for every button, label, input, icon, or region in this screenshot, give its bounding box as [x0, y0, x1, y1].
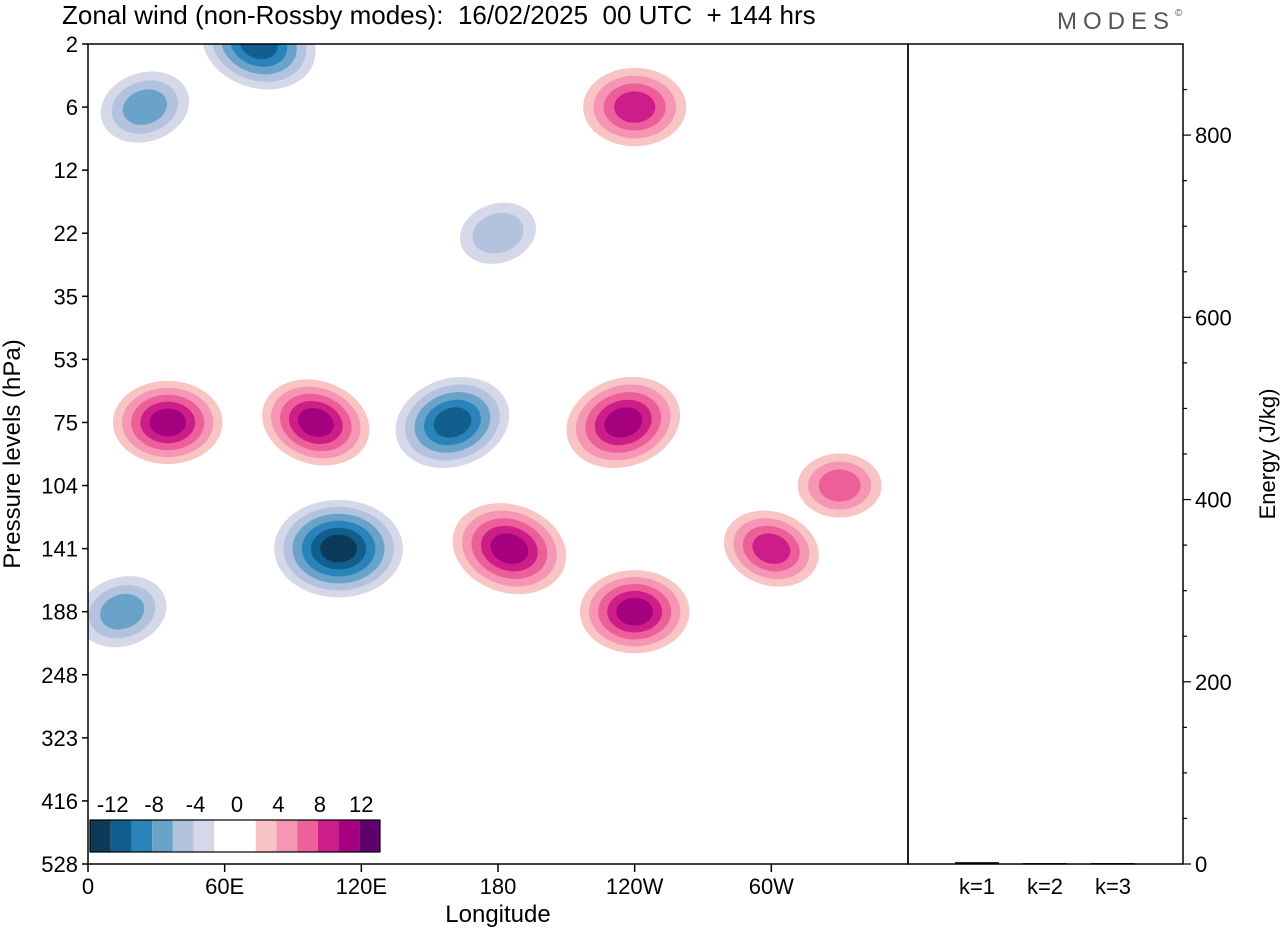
y-tick-label: 528: [41, 852, 78, 877]
energy-tick-label: 0: [1195, 852, 1207, 877]
wind-feature: [459, 202, 537, 264]
y-tick-label: 188: [41, 600, 78, 625]
colorbar-swatch: [297, 820, 318, 852]
energy-category-label: k=3: [1095, 874, 1131, 899]
axes: 0 60E 120E 180 120W 60W 2 6 12 22 35 53 75 104 141 188 2…: [41, 32, 1231, 899]
wind-feature: [100, 71, 190, 143]
colorbar-frame: [89, 819, 381, 853]
energy-tick-label: 800: [1195, 123, 1232, 148]
colorbar-swatch: [131, 820, 153, 852]
colorbar-swatch: [359, 820, 380, 852]
y-tick-label: 141: [41, 537, 78, 562]
wind-feature: [797, 453, 882, 518]
contour-band: [472, 212, 524, 254]
energy-axis-label: Energy (J/kg): [1255, 389, 1280, 520]
y-tick-label: 35: [54, 284, 78, 309]
contour-band: [752, 533, 791, 564]
wind-feature: [723, 510, 819, 587]
x-tick-label: 60W: [749, 874, 794, 899]
colorbar-label: 12: [349, 792, 373, 817]
contour-band: [149, 408, 186, 437]
wind-feature: [395, 376, 510, 468]
x-tick-label: 120W: [606, 874, 664, 899]
brand-mark: ©: [1175, 8, 1183, 19]
energy-category-label: k=2: [1027, 874, 1063, 899]
energy-tick-label: 400: [1195, 488, 1232, 513]
y-tick-label: 323: [41, 726, 78, 751]
colorbar-swatch: [152, 820, 173, 852]
contour-band: [604, 407, 643, 438]
wind-feature: [112, 380, 223, 465]
modes-logo: MODES©: [1057, 8, 1182, 36]
y-tick-label: 12: [54, 158, 78, 183]
colorbar-label: 4: [272, 792, 284, 817]
y-axis-label: Pressure levels (hPa): [0, 339, 26, 568]
wind-feature: [583, 67, 687, 147]
colorbar-swatch: [255, 820, 277, 852]
wind-feature: [274, 499, 403, 598]
y-tick-label: 248: [41, 663, 78, 688]
x-tick-label: 60E: [205, 874, 244, 899]
x-tick-label: 120E: [336, 874, 387, 899]
colorbar-label: -12: [97, 792, 129, 817]
x-axis-label: Longitude: [445, 901, 550, 928]
colorbar-swatch: [172, 820, 194, 852]
contour-field: [88, 44, 908, 864]
wind-feature: [579, 570, 690, 654]
colorbar-label: 8: [314, 792, 326, 817]
colorbar-swatch: [110, 820, 132, 852]
wind-feature: [452, 503, 567, 595]
axis-labels: Longitude Pressure levels (hPa) Energy (…: [0, 339, 1280, 928]
contour-band: [616, 597, 653, 626]
contour-band: [297, 408, 334, 437]
y-tick-label: 416: [41, 789, 78, 814]
colorbar-swatch: [276, 820, 298, 852]
contour-band: [614, 91, 656, 123]
contour-band: [490, 533, 529, 564]
energy-panel-frame: [907, 43, 1184, 865]
colorbar-swatch: [317, 820, 339, 852]
contour-band: [100, 593, 145, 630]
colorbar-swatch: [338, 820, 360, 852]
wind-feature: [262, 379, 370, 466]
wind-feature: [88, 576, 167, 648]
energy-bar: [955, 862, 999, 864]
y-tick-label: 75: [54, 410, 78, 435]
x-tick-label: 0: [82, 874, 94, 899]
colorbar: -12 -8 -4 0 4 8 12: [88, 784, 382, 856]
contour-band: [122, 89, 168, 125]
x-tick-label: 180: [480, 874, 517, 899]
colorbar-label: 0: [231, 792, 243, 817]
contour-band: [818, 469, 861, 502]
energy-bars: k=1 k=2 k=3: [955, 862, 1135, 899]
y-tick-label: 2: [66, 32, 78, 57]
y-tick-label: 104: [41, 474, 78, 499]
wind-feature: [566, 376, 681, 468]
brand-name: MODES: [1057, 8, 1176, 35]
contour-band: [320, 534, 357, 563]
colorbar-swatch: [193, 820, 215, 852]
energy-category-label: k=1: [959, 874, 995, 899]
y-tick-label: 53: [54, 347, 78, 372]
colorbar-swatch: [90, 820, 111, 852]
chart-title: Zonal wind (non-Rossby modes): 16/02/202…: [62, 0, 816, 30]
colorbar-label: -4: [186, 792, 206, 817]
contour-band: [433, 407, 472, 438]
colorbar-label: -8: [144, 792, 164, 817]
colorbar-swatch: [235, 820, 256, 852]
energy-tick-label: 600: [1195, 305, 1232, 330]
energy-tick-label: 200: [1195, 670, 1232, 695]
colorbar-swatch: [214, 820, 235, 852]
y-tick-label: 6: [66, 95, 78, 120]
y-tick-label: 22: [54, 221, 78, 246]
